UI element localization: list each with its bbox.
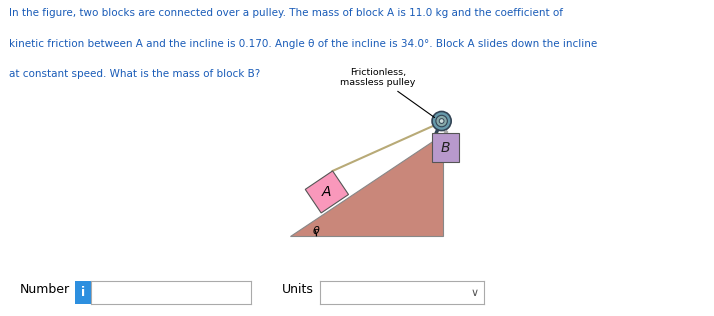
Polygon shape bbox=[432, 133, 459, 162]
Text: Frictionless,
massless pulley: Frictionless, massless pulley bbox=[341, 68, 435, 118]
Text: ∨: ∨ bbox=[471, 288, 478, 298]
Polygon shape bbox=[291, 134, 443, 236]
Polygon shape bbox=[306, 171, 348, 213]
Circle shape bbox=[439, 118, 444, 124]
Circle shape bbox=[432, 112, 451, 131]
Text: B: B bbox=[441, 141, 451, 155]
Text: Number: Number bbox=[20, 283, 70, 296]
Text: i: i bbox=[81, 286, 85, 299]
Text: θ: θ bbox=[313, 226, 320, 236]
Circle shape bbox=[436, 115, 448, 127]
Text: kinetic friction between A and the incline is 0.170. Angle θ of the incline is 3: kinetic friction between A and the incli… bbox=[9, 39, 597, 49]
Text: Units: Units bbox=[282, 283, 314, 296]
Text: at constant speed. What is the mass of block B?: at constant speed. What is the mass of b… bbox=[9, 69, 260, 79]
Text: A: A bbox=[322, 185, 331, 199]
Text: In the figure, two blocks are connected over a pulley. The mass of block A is 11: In the figure, two blocks are connected … bbox=[9, 8, 563, 18]
